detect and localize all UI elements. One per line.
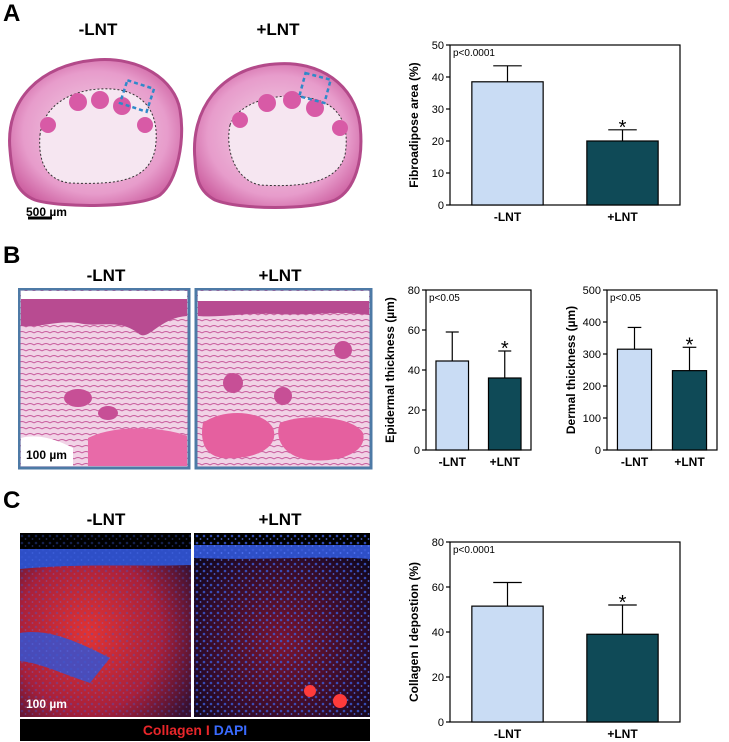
y-tick-label: 40 bbox=[432, 627, 444, 639]
p-value-annotation: p<0.0001 bbox=[453, 48, 495, 59]
x-tick-label: +LNT bbox=[607, 210, 638, 224]
y-axis-label: Fibroadipose area (%) bbox=[407, 62, 421, 187]
y-tick-label: 0 bbox=[595, 445, 601, 457]
y-tick-label: 20 bbox=[432, 672, 444, 684]
panel-letter-a: A bbox=[3, 0, 21, 27]
x-tick-label: -LNT bbox=[439, 455, 467, 469]
y-axis-label: Collagen I depostion (%) bbox=[407, 562, 421, 702]
panel-a-histology bbox=[8, 58, 363, 220]
panel-b-label-plus: +LNT bbox=[258, 266, 302, 285]
x-tick-label: +LNT bbox=[607, 727, 638, 740]
x-tick-label: -LNT bbox=[494, 727, 522, 740]
y-tick-label: 200 bbox=[583, 381, 601, 393]
y-tick-label: 500 bbox=[583, 285, 601, 297]
chart-fibroadipose: 0 10 20 30 40 50 -LNT +LNT * p<0.0001 Fibroadipose… bbox=[407, 40, 681, 224]
panel-b-histology bbox=[18, 288, 373, 470]
stain-legend: Collagen I DAPI bbox=[20, 719, 370, 741]
y-tick-label: 20 bbox=[432, 136, 444, 148]
bar-lnt bbox=[487, 377, 522, 451]
bar-lnt bbox=[471, 81, 544, 206]
y-tick-label: 50 bbox=[432, 40, 444, 52]
x-tick-label: +LNT bbox=[490, 455, 521, 469]
bar-lnt bbox=[471, 605, 544, 723]
significance-star: * bbox=[619, 592, 627, 614]
panel-a-scale-label: 500 µm bbox=[26, 205, 67, 219]
chart-epidermal-thickness: 0 20 40 60 80 -LNT +LNT * p<0.05 Epidermal thickn… bbox=[383, 285, 532, 469]
image-c-plus-lnt bbox=[194, 533, 370, 717]
y-tick-label: 10 bbox=[432, 168, 444, 180]
section-minus-lnt bbox=[8, 58, 184, 207]
significance-star: * bbox=[686, 334, 694, 356]
y-tick-label: 30 bbox=[432, 104, 444, 116]
y-tick-label: 20 bbox=[408, 405, 420, 417]
plot-frame bbox=[449, 44, 681, 206]
image-b-plus-lnt bbox=[194, 288, 373, 470]
y-tick-label: 60 bbox=[432, 582, 444, 594]
y-tick-label: 300 bbox=[583, 349, 601, 361]
panel-c-label-plus: +LNT bbox=[258, 510, 302, 529]
y-axis-label: Epidermal thickness (µm) bbox=[383, 297, 397, 443]
panel-b-label-minus: -LNT bbox=[86, 266, 126, 285]
y-tick-label: 0 bbox=[414, 445, 420, 457]
p-value-annotation: p<0.0001 bbox=[453, 545, 495, 556]
panel-a-label-minus: -LNT bbox=[78, 20, 118, 39]
y-tick-label: 40 bbox=[408, 365, 420, 377]
image-b-minus-lnt bbox=[18, 288, 191, 470]
y-tick-label: 60 bbox=[408, 325, 420, 337]
p-value-annotation: p<0.05 bbox=[429, 293, 460, 304]
x-tick-label: -LNT bbox=[621, 455, 649, 469]
p-value-annotation: p<0.05 bbox=[610, 293, 641, 304]
y-tick-label: 0 bbox=[438, 200, 444, 212]
significance-star: * bbox=[619, 117, 627, 139]
panel-c-scale-label: 100 µm bbox=[26, 697, 67, 711]
plot-frame bbox=[606, 289, 718, 451]
panel-c-label-minus: -LNT bbox=[86, 510, 126, 529]
panel-letter-b: B bbox=[3, 242, 21, 269]
x-tick-label: +LNT bbox=[674, 455, 705, 469]
y-tick-label: 80 bbox=[432, 537, 444, 549]
y-axis-label: Dermal thickness (µm) bbox=[564, 306, 578, 434]
y-tick-label: 100 bbox=[583, 413, 601, 425]
panel-letter-c: C bbox=[3, 487, 21, 514]
panel-c-fluorescence bbox=[20, 533, 370, 717]
y-tick-label: 400 bbox=[583, 317, 601, 329]
chart-dermal-thickness: 0 100 200 300 400 500 -LNT +LNT * p<0.05 Dermal th… bbox=[564, 285, 718, 469]
bar-lnt bbox=[586, 140, 659, 206]
y-tick-label: 40 bbox=[432, 72, 444, 84]
panel-a-label-plus: +LNT bbox=[256, 20, 300, 39]
bar-lnt bbox=[586, 633, 659, 723]
legend-dapi: DAPI bbox=[213, 722, 248, 738]
bar-lnt bbox=[671, 370, 708, 451]
significance-star: * bbox=[501, 338, 509, 360]
x-tick-label: -LNT bbox=[494, 210, 522, 224]
legend-collagen: Collagen I bbox=[142, 722, 210, 738]
bar-lnt bbox=[435, 360, 470, 451]
y-tick-label: 0 bbox=[438, 717, 444, 729]
panel-b-scale-label: 100 µm bbox=[26, 448, 67, 462]
chart-collagen-deposition: 0 20 40 60 80 -LNT +LNT * p<0.0001 Collagen I dep… bbox=[407, 537, 681, 740]
bar-lnt bbox=[616, 348, 653, 451]
y-tick-label: 80 bbox=[408, 285, 420, 297]
image-c-minus-lnt bbox=[20, 533, 191, 717]
section-plus-lnt bbox=[192, 62, 363, 209]
